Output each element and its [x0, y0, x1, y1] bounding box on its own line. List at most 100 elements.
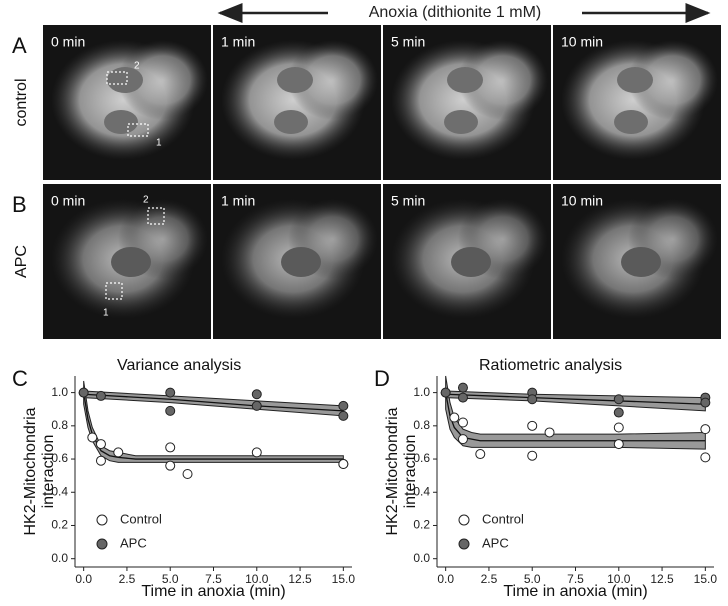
data-point	[338, 400, 349, 411]
legend-label: APC	[482, 535, 509, 550]
panel-letter: A	[12, 33, 27, 58]
x-axis-label: Time in anoxia (min)	[503, 583, 647, 600]
data-point	[165, 405, 176, 416]
panel-letter: B	[12, 192, 27, 217]
x-tick-label: 5.0	[162, 572, 179, 586]
nucleus	[614, 110, 648, 134]
data-point	[613, 394, 624, 405]
y-tick-label: 1.0	[413, 385, 430, 399]
data-point	[95, 439, 106, 450]
nucleus	[621, 247, 661, 277]
legend-marker	[96, 514, 108, 526]
x-tick-label: 12.5	[288, 572, 312, 586]
roi-box	[106, 71, 128, 85]
cell	[118, 40, 208, 120]
row-label: control	[13, 78, 30, 126]
chart-title: Variance analysis	[117, 357, 241, 374]
data-point	[251, 447, 262, 458]
roi-box	[127, 123, 149, 137]
x-tick-label: 15.0	[694, 572, 718, 586]
time-label: 10 min	[561, 34, 603, 50]
y-tick-label: 0.8	[413, 418, 430, 432]
header: Anoxia (dithionite 1 mM)	[369, 4, 542, 21]
roi-label: 1	[156, 138, 162, 149]
time-label: 1 min	[221, 34, 255, 50]
cell	[458, 40, 548, 120]
data-point	[165, 442, 176, 453]
y-tick-label: 0.6	[413, 451, 430, 465]
x-tick-label: 7.5	[205, 572, 222, 586]
data-point	[544, 427, 555, 438]
data-point	[527, 450, 538, 461]
x-tick-label: 2.5	[119, 572, 136, 586]
data-point	[87, 432, 98, 443]
data-point	[95, 455, 106, 466]
time-label: 0 min	[51, 34, 85, 50]
fit-line	[83, 392, 344, 460]
data-point	[700, 397, 711, 408]
data-point	[457, 417, 468, 428]
data-point	[613, 422, 624, 433]
data-point	[440, 387, 451, 398]
nucleus	[111, 247, 151, 277]
nucleus	[444, 110, 478, 134]
y-tick-label: 0.6	[51, 451, 68, 465]
legend-marker	[458, 538, 470, 550]
data-point	[95, 390, 106, 401]
y-tick-label: 0.2	[51, 518, 68, 532]
fit-line	[83, 393, 344, 412]
x-tick-label: 5.0	[524, 572, 541, 586]
cell	[628, 40, 718, 120]
nucleus	[447, 67, 483, 93]
fit-band	[445, 390, 706, 412]
data-point	[338, 410, 349, 421]
x-tick-label: 7.5	[567, 572, 584, 586]
y-axis-label: HK2-Mitochondria	[22, 407, 39, 535]
nucleus	[107, 67, 143, 93]
legend-label: Control	[482, 511, 524, 526]
chart-title: Ratiometric analysis	[479, 357, 622, 374]
data-point	[527, 394, 538, 405]
data-point	[78, 387, 89, 398]
x-tick-label: 12.5	[650, 572, 674, 586]
data-point	[457, 434, 468, 445]
y-tick-label: 0.0	[51, 551, 68, 565]
y-axis-label: interaction	[402, 435, 419, 509]
y-tick-label: 0.4	[413, 484, 430, 498]
data-point	[475, 449, 486, 460]
nucleus	[277, 67, 313, 93]
nucleus	[104, 110, 138, 134]
time-label: 10 min	[561, 193, 603, 209]
data-point	[527, 420, 538, 431]
nucleus	[281, 247, 321, 277]
time-label: 0 min	[51, 193, 85, 209]
roi-box	[147, 207, 165, 225]
data-point	[251, 400, 262, 411]
roi-label: 2	[134, 61, 140, 72]
y-axis-label: interaction	[40, 435, 57, 509]
data-point	[457, 382, 468, 393]
x-tick-label: 10.0	[607, 572, 631, 586]
data-point	[449, 412, 460, 423]
nucleus	[451, 247, 491, 277]
data-point	[700, 424, 711, 435]
fit-line	[445, 393, 706, 405]
legend-marker	[96, 538, 108, 550]
y-tick-label: 0.8	[51, 418, 68, 432]
data-point	[182, 468, 193, 479]
panel-letter: C	[12, 366, 28, 391]
data-point	[165, 460, 176, 471]
nucleus	[274, 110, 308, 134]
data-point	[251, 389, 262, 400]
time-label: 5 min	[391, 193, 425, 209]
x-axis-label: Time in anoxia (min)	[141, 583, 285, 600]
roi-label: 1	[103, 308, 109, 319]
data-point	[457, 392, 468, 403]
y-tick-label: 1.0	[51, 385, 68, 399]
y-tick-label: 0.2	[413, 518, 430, 532]
y-tick-label: 0.4	[51, 484, 68, 498]
data-point	[700, 452, 711, 463]
fit-band	[445, 375, 706, 450]
x-tick-label: 0.0	[75, 572, 92, 586]
